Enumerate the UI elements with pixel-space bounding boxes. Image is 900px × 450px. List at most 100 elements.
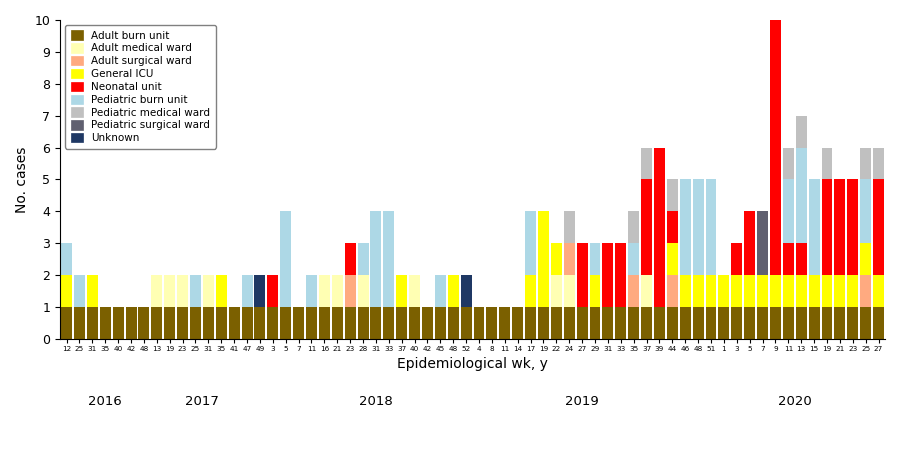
Bar [306,275,317,307]
Bar [873,307,884,339]
Bar [280,307,292,339]
Bar [860,148,871,180]
Bar [319,275,329,307]
Bar [732,243,742,275]
Bar [808,275,820,307]
Bar [667,243,678,275]
Bar [87,307,98,339]
Bar [551,243,562,275]
Bar [319,307,329,339]
Bar [345,243,356,275]
Bar [667,212,678,243]
Bar [410,307,420,339]
Bar [834,307,845,339]
Bar [706,275,716,307]
Bar [164,307,176,339]
Bar [371,212,382,307]
Bar [706,180,716,275]
Bar [732,307,742,339]
Bar [628,275,639,307]
Bar [177,307,188,339]
Bar [834,275,845,307]
Bar [744,212,755,275]
Text: 2019: 2019 [565,395,599,408]
Bar [783,243,794,275]
Bar [654,148,665,307]
Bar [202,275,214,307]
Bar [396,307,407,339]
Text: 2020: 2020 [778,395,812,408]
Bar [255,275,266,307]
Bar [577,243,588,307]
Bar [177,275,188,307]
Bar [757,212,768,275]
Bar [435,307,446,339]
Bar [860,243,871,275]
Bar [590,307,600,339]
Bar [770,307,781,339]
Bar [641,148,652,180]
Text: 2018: 2018 [359,395,392,408]
Bar [860,307,871,339]
Bar [680,180,690,275]
Bar [332,275,343,307]
Bar [525,212,536,275]
Bar [473,307,484,339]
Bar [847,275,859,307]
Bar [873,180,884,275]
Bar [796,275,806,307]
Bar [202,307,214,339]
Bar [512,307,523,339]
Bar [744,307,755,339]
Bar [61,243,72,275]
Bar [100,307,111,339]
Bar [860,180,871,243]
Bar [345,307,356,339]
Bar [551,307,562,339]
Bar [448,275,459,307]
Bar [345,275,356,307]
Bar [616,307,626,339]
Bar [680,307,690,339]
Bar [680,275,690,307]
Bar [873,148,884,180]
Text: 2016: 2016 [88,395,122,408]
Bar [860,275,871,307]
Bar [590,275,600,307]
Bar [563,243,575,275]
Bar [808,180,820,275]
Bar [383,307,394,339]
Bar [190,307,201,339]
Bar [732,275,742,307]
X-axis label: Epidemiological wk, y: Epidemiological wk, y [397,357,548,371]
Bar [267,275,278,307]
Bar [822,148,832,180]
Bar [641,275,652,307]
Bar [744,275,755,307]
Bar [448,307,459,339]
Bar [628,307,639,339]
Bar [461,307,472,339]
Bar [525,275,536,307]
Bar [216,275,227,307]
Bar [563,307,575,339]
Bar [563,212,575,243]
Bar [461,275,472,307]
Bar [783,148,794,180]
Bar [371,307,382,339]
Bar [538,307,549,339]
Bar [590,243,600,275]
Bar [229,307,239,339]
Bar [255,307,266,339]
Bar [151,307,162,339]
Bar [126,307,137,339]
Bar [151,275,162,307]
Bar [757,307,768,339]
Bar [87,275,98,307]
Bar [822,180,832,275]
Bar [577,307,588,339]
Bar [190,275,201,307]
Bar [74,275,85,307]
Bar [641,307,652,339]
Bar [667,275,678,307]
